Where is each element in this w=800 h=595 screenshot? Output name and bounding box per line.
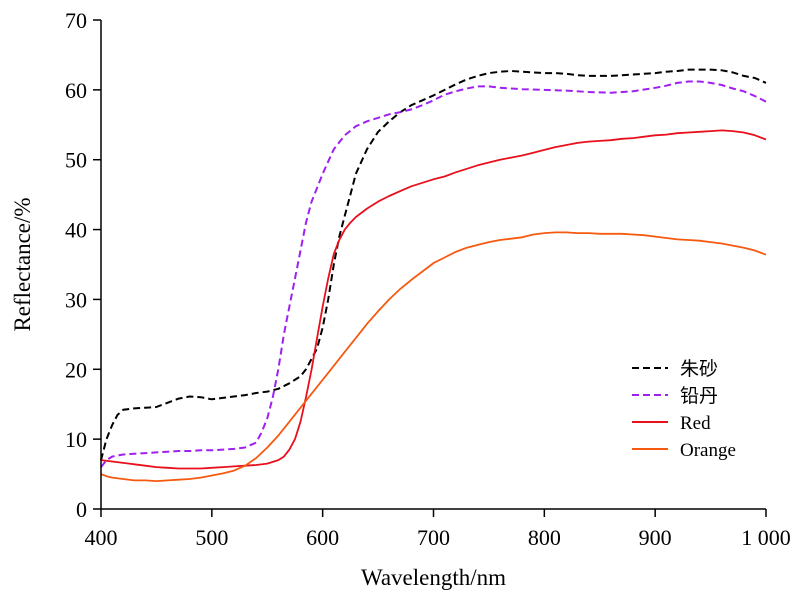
series-line-0 — [100, 68, 767, 461]
y-tick-label: 40 — [65, 218, 87, 243]
legend-label-1: 铅丹 — [680, 385, 718, 407]
x-tick-label: 500 — [195, 525, 228, 550]
tick-marks — [93, 19, 767, 517]
x-tick-label: 1 000 — [741, 525, 791, 550]
y-tick-label: 20 — [65, 357, 87, 382]
plot-lines — [100, 68, 767, 482]
series-line-1 — [100, 80, 767, 468]
legend-label-0: 朱砂 — [680, 358, 718, 380]
y-tick-label: 60 — [65, 78, 87, 103]
y-axis-title: Reflectance/% — [10, 197, 35, 331]
legend-label-2: Red — [680, 413, 711, 434]
legend-label-3: Orange — [680, 440, 736, 461]
x-tick-label: 800 — [528, 525, 561, 550]
x-tick-label: 900 — [639, 525, 672, 550]
y-tick-label: 30 — [65, 287, 87, 312]
series-line-3 — [100, 231, 767, 482]
x-tick-label: 700 — [417, 525, 450, 550]
x-tick-label: 400 — [85, 525, 118, 550]
tick-labels: 400 500 600 700 800 900 1 000 0 10 20 30 40 50 60 70 — [65, 8, 791, 550]
axes — [100, 20, 766, 510]
y-tick-label: 0 — [76, 497, 87, 522]
x-axis-title: Wavelength/nm — [361, 565, 506, 590]
series-line-2 — [100, 129, 767, 470]
x-tick-label: 600 — [306, 525, 339, 550]
y-tick-label: 70 — [65, 8, 87, 33]
y-tick-label: 50 — [65, 148, 87, 173]
y-tick-label: 10 — [65, 427, 87, 452]
